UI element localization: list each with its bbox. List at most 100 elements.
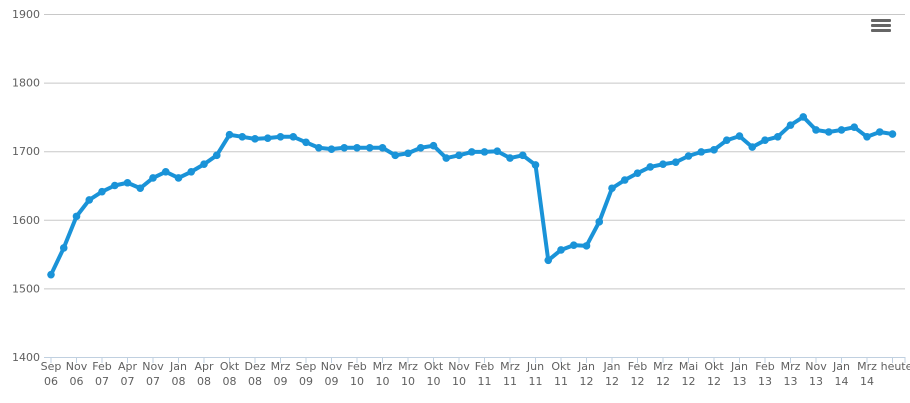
data-point (812, 126, 820, 134)
x-tick-label-year: 07 (146, 375, 160, 388)
series-line (47, 113, 897, 279)
x-tick-label-month: Okt (551, 360, 571, 373)
chart-menu-button[interactable] (871, 17, 891, 35)
y-tick-label: 1700 (12, 145, 40, 158)
data-point (136, 184, 145, 193)
x-tick-label-year: 06 (70, 375, 84, 388)
data-point (633, 169, 642, 177)
data-point (531, 161, 540, 169)
data-point (455, 151, 463, 160)
x-tick-label-year: 10 (427, 375, 441, 388)
x-tick-label-month: Dez (244, 360, 265, 373)
data-point (302, 138, 310, 147)
data-point (518, 151, 527, 160)
y-axis-labels: 1400 1500 1600 1700 1800 1900 (12, 8, 40, 364)
x-tick-label-month: Apr (118, 360, 138, 373)
hamburger-bar (871, 24, 891, 27)
data-point (557, 246, 565, 254)
x-tick-label-year: 11 (503, 375, 517, 388)
data-point (442, 154, 451, 162)
data-point (391, 151, 400, 160)
x-tick-label-month: Mrz (653, 360, 673, 373)
x-tick-label-month: Feb (755, 360, 774, 373)
x-tick-label-year: 13 (758, 375, 772, 388)
data-point (506, 154, 514, 162)
x-tick-label-year: 08 (197, 375, 211, 388)
data-point (799, 113, 808, 121)
data-point (263, 134, 272, 142)
x-tick-label-month: Jun (526, 360, 544, 373)
x-tick-label-year: 10 (350, 375, 364, 388)
data-point (59, 244, 68, 252)
x-tick-label-year: 11 (529, 375, 543, 388)
x-tick-label-year: 13 (733, 375, 747, 388)
x-tick-label-year: 14 (860, 375, 874, 388)
data-point (824, 128, 833, 136)
x-tick-label-year: 08 (172, 375, 186, 388)
x-tick-label-year: 11 (478, 375, 492, 388)
x-tick-label-year: 12 (682, 375, 696, 388)
x-tick-label-year: 09 (325, 375, 339, 388)
x-tick-label-year: 06 (44, 375, 58, 388)
x-tick-label-year: 13 (784, 375, 798, 388)
x-tick-label-month: Sep (296, 360, 317, 373)
data-point (161, 167, 170, 176)
x-tick-label-month: Okt (220, 360, 240, 373)
data-point (47, 270, 55, 279)
data-point (773, 132, 782, 141)
x-tick-label-year: 12 (631, 375, 645, 388)
data-point (480, 148, 489, 156)
data-point (863, 132, 871, 141)
data-point (748, 143, 757, 151)
data-point (85, 196, 94, 204)
data-point (595, 218, 604, 226)
data-point (850, 123, 859, 131)
x-tick-label-month: Nov (66, 360, 88, 373)
x-tick-label-month: Mrz (398, 360, 418, 373)
y-tick-label: 1600 (12, 214, 40, 227)
x-tick-label-year: 08 (223, 375, 237, 388)
x-tick-label-month: Okt (424, 360, 444, 373)
data-point (353, 143, 361, 152)
data-point (710, 146, 718, 154)
x-tick-label-month: Mrz (857, 360, 877, 373)
x-tick-label-year: 07 (121, 375, 135, 388)
data-point (646, 163, 655, 171)
x-tick-label-month: Nov (805, 360, 827, 373)
x-tick-label-month: Sep (41, 360, 62, 373)
data-point (251, 135, 259, 143)
data-point (327, 145, 336, 153)
data-point (200, 160, 208, 169)
hamburger-bar (871, 29, 891, 32)
data-point (212, 151, 221, 160)
x-tick-label-month: Mrz (781, 360, 801, 373)
y-tick-label: 1400 (12, 351, 40, 364)
x-tick-label-month: Feb (475, 360, 494, 373)
data-point (238, 132, 247, 141)
x-tick-label-month: Nov (321, 360, 343, 373)
x-tick-label-month: Nov (448, 360, 470, 373)
x-tick-label-year: 14 (835, 375, 849, 388)
x-tick-label-year: 12 (605, 375, 619, 388)
data-point (493, 147, 502, 155)
data-point (98, 187, 106, 196)
data-point (289, 132, 298, 141)
data-point (582, 242, 591, 250)
data-point (467, 148, 476, 156)
x-tick-label-month: Okt (704, 360, 724, 373)
x-tick-label-month: Jan (730, 360, 748, 373)
data-point (671, 158, 680, 166)
data-point (608, 184, 616, 193)
data-point (314, 143, 323, 152)
x-tick-label-year: 10 (376, 375, 390, 388)
data-point (761, 136, 769, 145)
x-tick-label-month: Mrz (373, 360, 393, 373)
data-point (404, 149, 412, 158)
x-tick-label-month: Mrz (271, 360, 291, 373)
x-tick-label-year: 09 (274, 375, 288, 388)
x-tick-label-month: Feb (628, 360, 647, 373)
y-tick-label: 1800 (12, 77, 40, 90)
x-tick-label-year: 11 (554, 375, 568, 388)
x-tick-label-month: Jan (603, 360, 621, 373)
